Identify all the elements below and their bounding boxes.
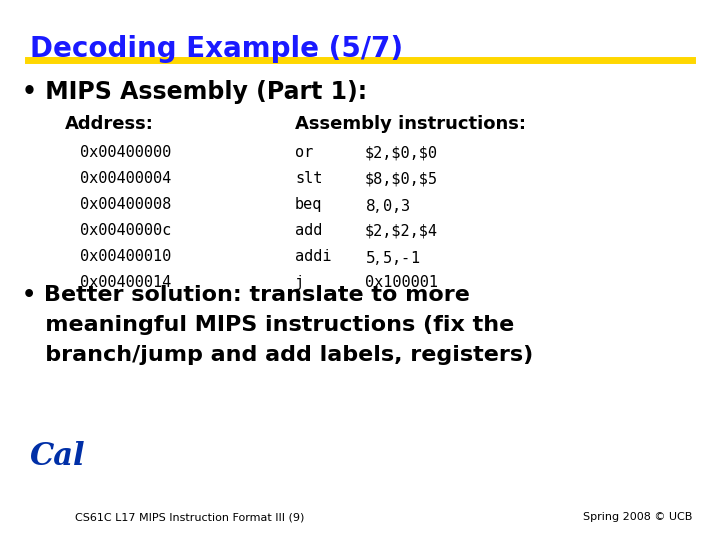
Text: 0x0040000c: 0x0040000c — [80, 223, 171, 238]
Text: • MIPS Assembly (Part 1):: • MIPS Assembly (Part 1): — [22, 80, 367, 104]
Text: 0x00400010: 0x00400010 — [80, 249, 171, 264]
Text: Address:: Address: — [65, 115, 154, 133]
Text: addi: addi — [295, 249, 331, 264]
Text: Spring 2008 © UCB: Spring 2008 © UCB — [582, 512, 692, 522]
Text: 0x00400008: 0x00400008 — [80, 197, 171, 212]
Text: or: or — [295, 145, 313, 160]
Text: 0x100001: 0x100001 — [365, 275, 438, 290]
Text: add: add — [295, 223, 323, 238]
Text: $2,$2,$4: $2,$2,$4 — [365, 223, 438, 238]
Text: 0x00400000: 0x00400000 — [80, 145, 171, 160]
Text: 0x00400004: 0x00400004 — [80, 171, 171, 186]
Text: meaningful MIPS instructions (fix the: meaningful MIPS instructions (fix the — [22, 315, 514, 335]
Text: $8,$0,3: $8,$0,3 — [365, 197, 411, 215]
Text: CS61C L17 MIPS Instruction Format III (9): CS61C L17 MIPS Instruction Format III (9… — [75, 512, 305, 522]
Text: slt: slt — [295, 171, 323, 186]
Text: beq: beq — [295, 197, 323, 212]
Text: Assembly instructions:: Assembly instructions: — [295, 115, 526, 133]
Text: branch/jump and add labels, registers): branch/jump and add labels, registers) — [22, 345, 534, 365]
Text: $5,$5,-1: $5,$5,-1 — [365, 249, 420, 267]
Text: $8,$0,$5: $8,$0,$5 — [365, 171, 438, 186]
Text: Cal: Cal — [30, 441, 86, 472]
Text: $2,$0,$0: $2,$0,$0 — [365, 145, 438, 160]
Text: j: j — [295, 275, 304, 290]
Text: • Better solution: translate to more: • Better solution: translate to more — [22, 285, 470, 305]
Text: 0x00400014: 0x00400014 — [80, 275, 171, 290]
Text: Decoding Example (5/7): Decoding Example (5/7) — [30, 35, 403, 63]
